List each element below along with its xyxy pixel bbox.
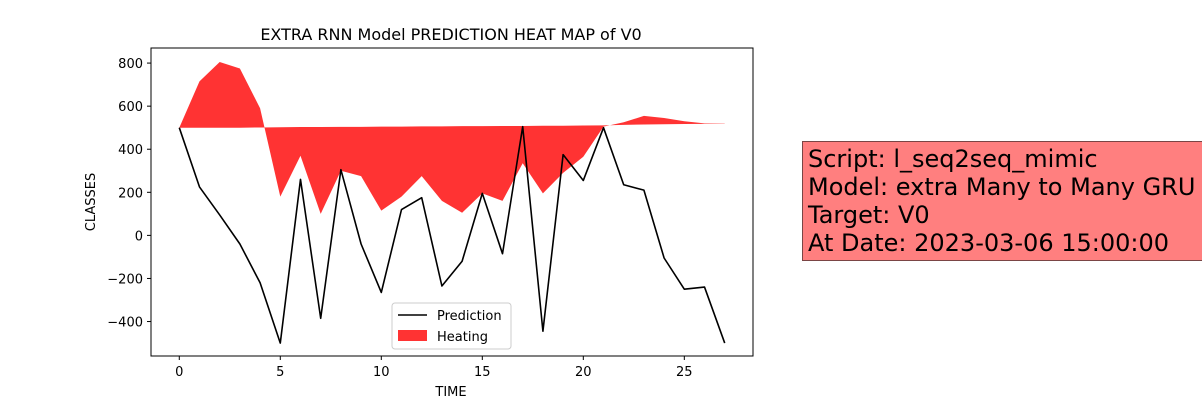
legend-heating-swatch [398, 330, 427, 341]
legend: Prediction Heating [391, 302, 512, 350]
heating-area [179, 62, 725, 214]
y-tick-label: −200 [107, 272, 143, 287]
info-date-line: At Date: 2023-03-06 15:00:00 [808, 229, 1170, 257]
y-tick-label: 0 [135, 229, 143, 244]
x-tick-label: 25 [676, 365, 693, 380]
y-tick-label: −400 [107, 316, 143, 331]
x-tick-label: 10 [373, 365, 390, 380]
plot-frame [150, 47, 754, 357]
prediction-line [178, 125, 726, 344]
x-tick-label: 20 [575, 365, 592, 380]
info-script-line: Script: l_seq2seq_mimic [808, 145, 1098, 173]
x-tick-label: 0 [175, 365, 183, 380]
x-axis-title: TIME [434, 385, 466, 400]
info-target-line: Target: V0 [808, 201, 930, 229]
x-tick-label: 5 [276, 365, 284, 380]
y-tick-label: 400 [118, 143, 143, 158]
legend-prediction-label: Prediction [437, 309, 502, 324]
y-tick-label: 600 [118, 100, 143, 115]
chart-title: EXTRA RNN Model PREDICTION HEAT MAP of V… [260, 25, 641, 44]
info-box: Script: l_seq2seq_mimic Model: extra Man… [802, 141, 1202, 261]
info-model-line: Model: extra Many to Many GRU [808, 173, 1196, 201]
x-tick-label: 15 [474, 365, 491, 380]
y-tick-label: 200 [118, 186, 143, 201]
legend-heating-label: Heating [437, 330, 488, 345]
y-axis-title: CLASSES [84, 173, 99, 231]
y-tick-label: 800 [118, 57, 143, 72]
